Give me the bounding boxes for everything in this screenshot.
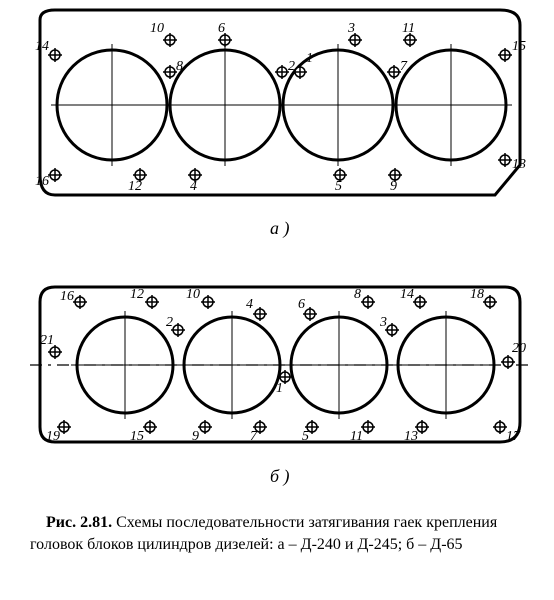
svg-text:8: 8 [176,59,183,74]
svg-text:13: 13 [404,429,418,444]
svg-text:5: 5 [302,429,309,444]
svg-text:10: 10 [150,21,164,36]
svg-text:3: 3 [379,315,387,330]
svg-text:12: 12 [130,287,144,302]
svg-text:16: 16 [35,174,49,189]
diagram-panel-b: 16 12 10 4 6 8 14 18 21 2 3 20 1 19 15 9 7 5 11 13 17 [0,272,554,472]
diagram-b-svg: 16 12 10 4 6 8 14 18 21 2 3 20 1 19 15 9 7 5 11 13 17 [0,272,554,472]
svg-text:4: 4 [246,297,253,312]
svg-text:21: 21 [40,333,54,348]
svg-text:13: 13 [512,157,526,172]
svg-text:10: 10 [186,287,200,302]
svg-text:16: 16 [60,289,74,304]
figure-legend-a: а – Д-240 и Д-245; [278,536,403,553]
svg-text:6: 6 [218,21,225,36]
svg-text:4: 4 [190,179,197,194]
svg-text:8: 8 [354,287,361,302]
svg-text:11: 11 [402,21,415,36]
svg-text:5: 5 [335,179,342,194]
svg-text:17: 17 [506,429,521,444]
svg-text:9: 9 [192,429,199,444]
svg-text:7: 7 [400,59,408,74]
svg-text:12: 12 [128,179,142,194]
figure-number: Рис. 2.81. [46,514,112,531]
svg-text:20: 20 [512,341,526,356]
svg-text:14: 14 [400,287,414,302]
figure-caption: Рис. 2.81. Схемы последовательности затя… [30,512,530,555]
svg-text:15: 15 [130,429,144,444]
svg-text:14: 14 [35,39,49,54]
diagram-panel-a: 14106311158217161245913 [0,0,554,230]
svg-text:1: 1 [276,381,283,396]
diagram-a-svg: 14106311158217161245913 [0,0,554,230]
svg-text:15: 15 [512,39,526,54]
svg-text:6: 6 [298,297,305,312]
svg-text:18: 18 [470,287,484,302]
svg-text:3: 3 [347,21,355,36]
panel-b-label: б ) [270,466,290,487]
svg-text:19: 19 [46,429,60,444]
svg-text:11: 11 [350,429,363,444]
svg-text:2: 2 [166,315,173,330]
svg-text:7: 7 [250,429,258,444]
svg-text:9: 9 [390,179,397,194]
svg-text:1: 1 [306,51,313,66]
figure-legend-b: б – Д-65 [406,536,462,553]
panel-a-label: а ) [270,218,290,239]
